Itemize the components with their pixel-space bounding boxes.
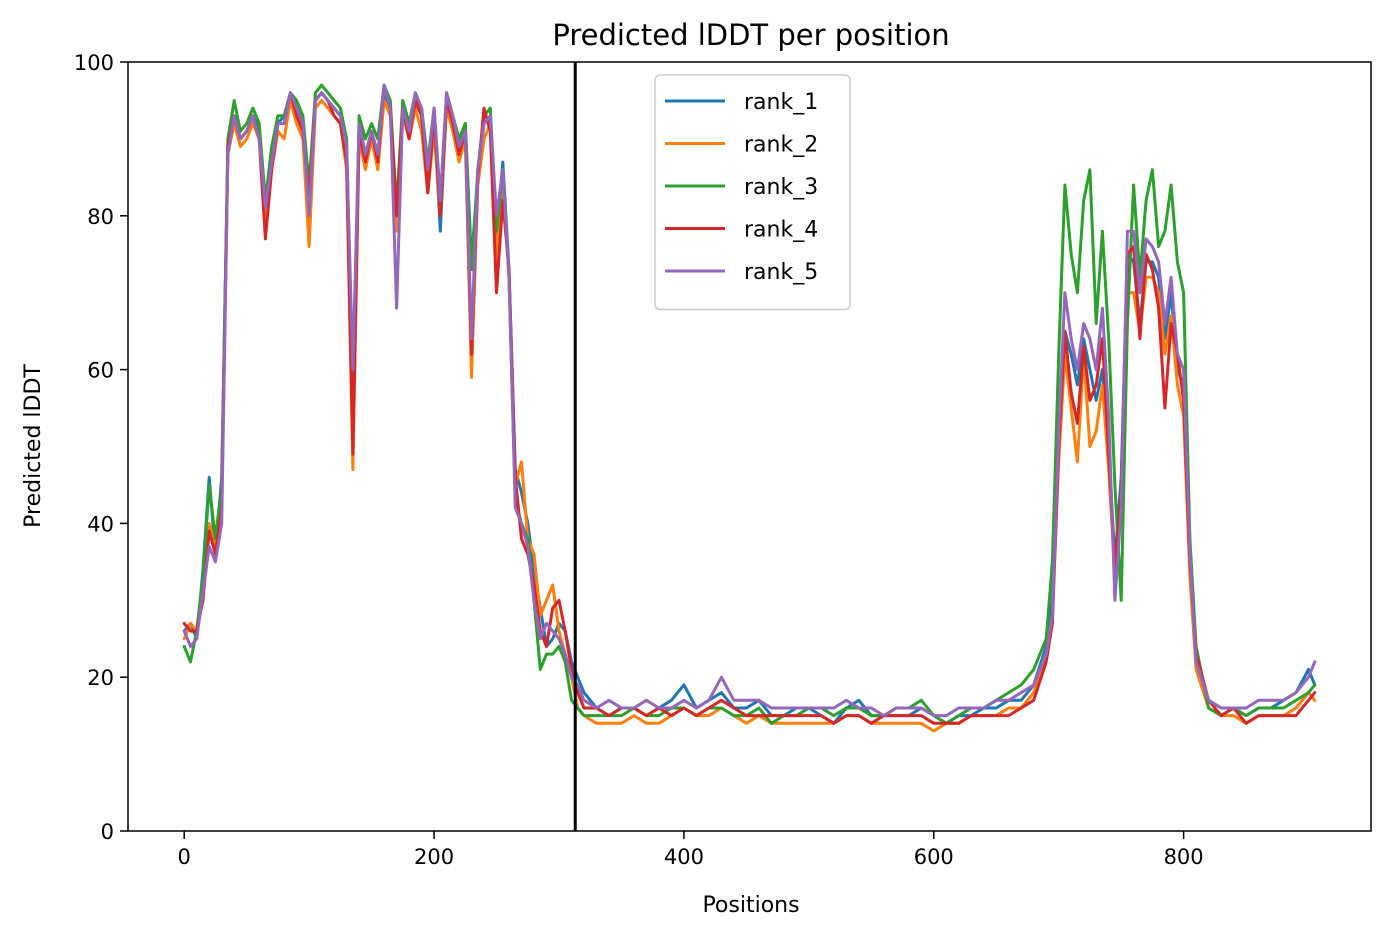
legend-label-rank-4: rank_4 — [744, 218, 818, 243]
x-tick-label: 200 — [414, 845, 454, 869]
chart-title: Predicted lDDT per position — [552, 18, 949, 52]
x-tick-label: 600 — [914, 845, 954, 869]
y-axis-label: Predicted lDDT — [21, 364, 46, 528]
legend: rank_1 rank_2 rank_3 rank_4 rank_5 — [654, 74, 851, 311]
x-tick-label: 800 — [1164, 845, 1204, 869]
legend-label-rank-1: rank_1 — [744, 90, 818, 115]
y-tick-label: 0 — [101, 820, 114, 844]
axes-frame — [127, 61, 1372, 832]
legend-label-rank-3: rank_3 — [744, 175, 818, 200]
y-tick-label: 60 — [87, 359, 114, 383]
y-tick-label: 40 — [87, 512, 114, 536]
legend-box — [654, 74, 851, 311]
plot-area — [127, 61, 1372, 832]
y-tick-label: 80 — [87, 205, 114, 229]
y-tick-label: 20 — [87, 666, 114, 690]
x-tick-label: 400 — [664, 845, 704, 869]
x-tick-label: 0 — [178, 845, 191, 869]
y-tick-label: 100 — [74, 51, 114, 75]
legend-label-rank-2: rank_2 — [744, 133, 818, 158]
legend-label-rank-5: rank_5 — [744, 260, 818, 285]
x-axis-label: Positions — [702, 893, 799, 918]
x-axis-ticks: 0 200 400 600 800 — [178, 831, 1204, 869]
y-axis-ticks: 0 20 40 60 80 100 — [74, 51, 128, 844]
series-line-rank-5 — [182, 83, 1317, 718]
